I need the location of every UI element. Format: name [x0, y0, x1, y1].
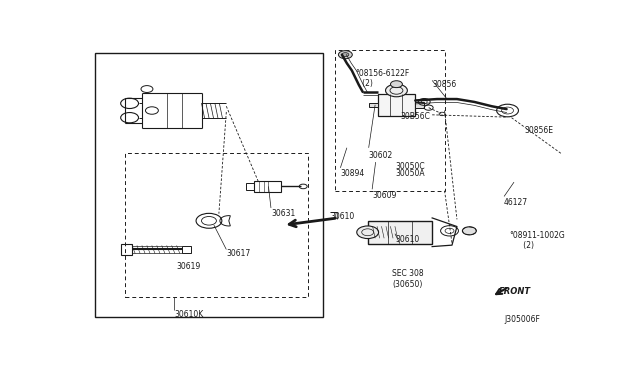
- Circle shape: [339, 51, 352, 59]
- Text: °08911-1002G
      (2): °08911-1002G (2): [509, 231, 564, 250]
- Text: 30856: 30856: [432, 80, 456, 89]
- Bar: [125, 154, 308, 297]
- Text: FRONT: FRONT: [499, 287, 531, 296]
- Circle shape: [342, 53, 349, 57]
- Bar: [415, 102, 424, 108]
- Text: SEC 308
(30650): SEC 308 (30650): [392, 269, 424, 289]
- Text: 30050A: 30050A: [395, 169, 424, 178]
- Text: 30631: 30631: [271, 209, 295, 218]
- Circle shape: [390, 81, 403, 87]
- Text: 30050C: 30050C: [395, 162, 424, 171]
- Text: °08156-6122F
   (2): °08156-6122F (2): [355, 69, 410, 89]
- Text: J305006F: J305006F: [504, 315, 540, 324]
- Text: 30856E: 30856E: [524, 126, 553, 135]
- Bar: [378, 94, 415, 116]
- Text: 46127: 46127: [504, 198, 528, 207]
- Circle shape: [356, 226, 379, 238]
- Text: 30610: 30610: [330, 212, 355, 221]
- Text: 30609: 30609: [372, 191, 397, 200]
- Bar: [335, 50, 445, 191]
- Bar: [121, 244, 132, 254]
- Text: 30610: 30610: [395, 235, 419, 244]
- Bar: [368, 221, 432, 244]
- Bar: [95, 53, 323, 317]
- Bar: [369, 103, 378, 107]
- Text: 30619: 30619: [177, 262, 201, 271]
- Bar: [253, 181, 281, 192]
- Circle shape: [463, 227, 476, 235]
- Text: 30894: 30894: [340, 169, 365, 178]
- Bar: [246, 183, 253, 190]
- Bar: [182, 246, 191, 253]
- Circle shape: [385, 84, 407, 97]
- Text: 30602: 30602: [369, 151, 393, 160]
- Text: 30B56C: 30B56C: [400, 112, 430, 121]
- Text: 30610K: 30610K: [174, 310, 204, 318]
- Text: 30617: 30617: [227, 250, 251, 259]
